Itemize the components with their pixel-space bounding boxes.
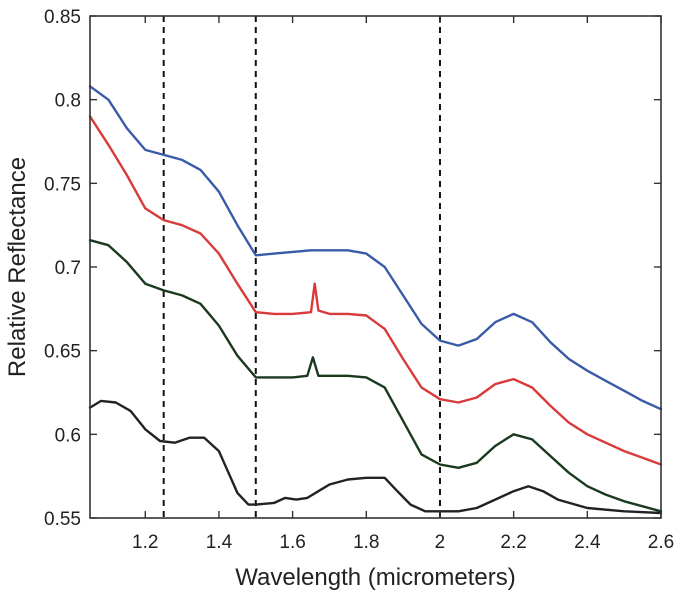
x-axis-title: Wavelength (micrometers) <box>235 564 516 591</box>
y-tick-label: 0.7 <box>55 258 81 279</box>
x-tick-label: 1.6 <box>279 532 305 553</box>
y-tick-label: 0.6 <box>55 425 81 446</box>
y-tick-label: 0.75 <box>44 174 81 195</box>
x-tick-label: 2.6 <box>648 532 674 553</box>
x-tick-label: 1.2 <box>132 532 158 553</box>
x-tick-label: 2.4 <box>574 532 601 553</box>
series-layer <box>88 85 663 515</box>
x-tick-label: 1.4 <box>206 532 233 553</box>
x-tick-label: 1.8 <box>353 532 379 553</box>
series-line-3 <box>88 399 663 515</box>
y-tick-label: 0.55 <box>44 509 81 530</box>
series-line-0 <box>88 85 663 411</box>
y-tick-label: 0.65 <box>44 342 81 363</box>
x-axis: 1.2 1.4 1.6 1.8 2 2.2 2.4 2.6 <box>132 16 674 553</box>
y-tick-label: 0.85 <box>44 7 81 28</box>
x-tick-label: 2 <box>435 532 446 553</box>
series-line-1 <box>88 115 663 466</box>
x-tick-label: 2.2 <box>500 532 526 553</box>
y-axis: 0.55 0.6 0.65 0.7 0.75 0.8 0.85 <box>44 7 661 530</box>
y-tick-label: 0.8 <box>55 91 81 112</box>
y-axis-title: Relative Reflectance <box>4 157 31 377</box>
reference-lines <box>162 16 441 518</box>
series-line-2 <box>88 239 663 513</box>
